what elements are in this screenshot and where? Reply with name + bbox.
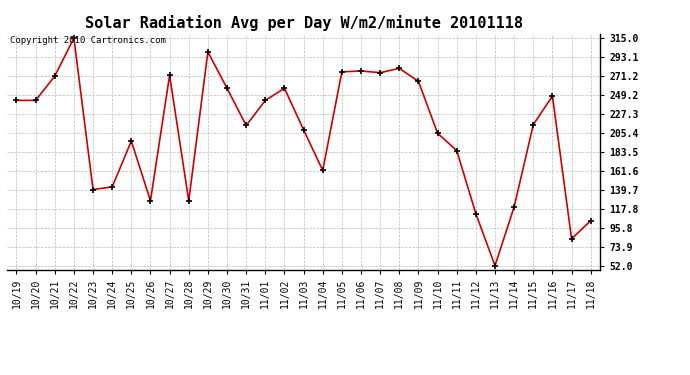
Title: Solar Radiation Avg per Day W/m2/minute 20101118: Solar Radiation Avg per Day W/m2/minute … xyxy=(85,15,522,31)
Text: Copyright 2010 Cartronics.com: Copyright 2010 Cartronics.com xyxy=(10,36,166,45)
